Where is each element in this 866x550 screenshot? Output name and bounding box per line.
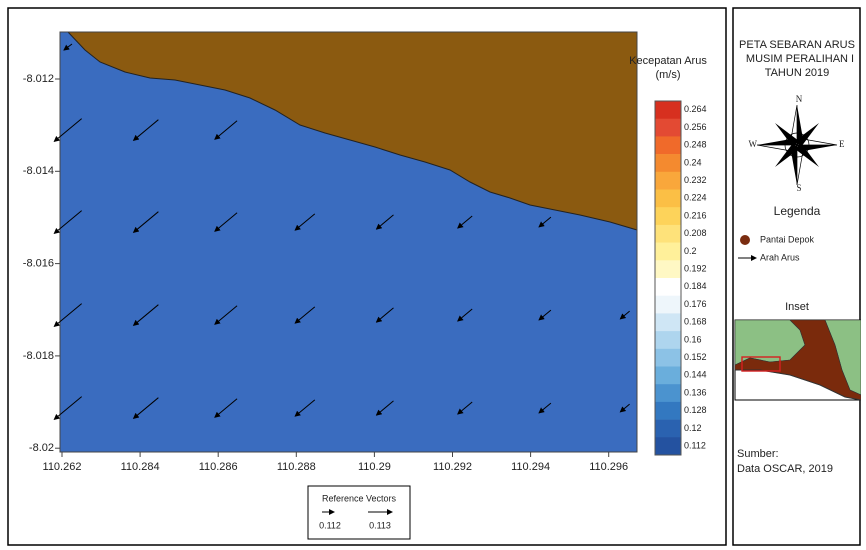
colorbar-swatch bbox=[655, 243, 681, 261]
colorbar-swatch bbox=[655, 296, 681, 314]
colorbar-label: 0.144 bbox=[684, 370, 707, 380]
map-title: MUSIM PERALIHAN I bbox=[746, 53, 854, 65]
colorbar-label: 0.184 bbox=[684, 281, 707, 291]
colorbar-label: 0.216 bbox=[684, 210, 707, 220]
colorbar-swatch bbox=[655, 384, 681, 402]
colorbar-label: 0.256 bbox=[684, 122, 707, 132]
compass: N S W E bbox=[749, 94, 846, 193]
colorbar-swatch bbox=[655, 313, 681, 331]
colorbar-label: 0.192 bbox=[684, 264, 707, 274]
colorbar-label: 0.12 bbox=[684, 423, 702, 433]
x-tick-label: 110.292 bbox=[433, 461, 472, 473]
colorbar-swatch bbox=[655, 172, 681, 190]
y-axis: -8.012 -8.014 -8.016 -8.018 -8.02 bbox=[23, 73, 60, 454]
y-tick-label: -8.018 bbox=[23, 350, 54, 362]
legend-symbol bbox=[740, 235, 750, 245]
colorbar-swatch bbox=[655, 278, 681, 296]
compass-label: E bbox=[839, 139, 845, 149]
colorbar-label: 0.16 bbox=[684, 334, 702, 344]
colorbar-label: 0.2 bbox=[684, 246, 697, 256]
x-tick-label: 110.284 bbox=[121, 461, 160, 473]
colorbar-swatch bbox=[655, 437, 681, 455]
source: Sumber: bbox=[737, 448, 779, 460]
colorbar-swatch bbox=[655, 101, 681, 119]
colorbar-swatch bbox=[655, 225, 681, 243]
colorbar-swatch bbox=[655, 119, 681, 137]
colorbar-label: 0.152 bbox=[684, 352, 707, 362]
colorbar-label: 0.224 bbox=[684, 193, 707, 203]
colorbar-swatch bbox=[655, 420, 681, 438]
map-title: PETA SEBARAN ARUS bbox=[739, 39, 855, 51]
colorbar-label: 0.136 bbox=[684, 387, 707, 397]
colorbar-label: 0.208 bbox=[684, 228, 707, 238]
compass-label: W bbox=[749, 139, 758, 149]
map-title: TAHUN 2019 bbox=[765, 67, 830, 79]
y-tick-label: -8.02 bbox=[29, 442, 54, 454]
x-tick-label: 110.288 bbox=[277, 461, 316, 473]
reference-label: 0.112 bbox=[319, 520, 341, 530]
x-tick-label: 110.296 bbox=[589, 461, 628, 473]
colorbar-swatch bbox=[655, 190, 681, 208]
inset-title: Inset bbox=[785, 301, 809, 313]
y-tick-label: -8.012 bbox=[23, 73, 54, 85]
colorbar-label: 0.248 bbox=[684, 140, 707, 150]
colorbar-swatch bbox=[655, 207, 681, 225]
colorbar-swatch bbox=[655, 331, 681, 349]
legend-item: Pantai Depok bbox=[760, 234, 815, 244]
reference-label: 0.113 bbox=[369, 520, 391, 530]
colorbar-label: 0.112 bbox=[684, 441, 706, 451]
y-tick-label: -8.016 bbox=[23, 258, 54, 270]
compass-label: N bbox=[796, 94, 803, 104]
colorbar-label: 0.128 bbox=[684, 405, 707, 415]
x-tick-label: 110.286 bbox=[199, 461, 238, 473]
source: Data OSCAR, 2019 bbox=[737, 463, 833, 475]
y-tick-label: -8.014 bbox=[23, 165, 54, 177]
x-tick-label: 110.262 bbox=[43, 461, 82, 473]
map-figure: 110.262 110.284 110.286 110.288 110.29 110.29… bbox=[0, 0, 866, 550]
colorbar-title: (m/s) bbox=[655, 69, 680, 81]
colorbar-label: 0.176 bbox=[684, 299, 707, 309]
colorbar-label: 0.168 bbox=[684, 317, 707, 327]
compass-label: S bbox=[796, 183, 801, 193]
page: {"map": { "x_axis_labels": ["110.262", "… bbox=[0, 0, 866, 550]
colorbar-swatch bbox=[655, 402, 681, 420]
reference-title: Reference Vectors bbox=[322, 493, 397, 503]
colorbar: 0.264 0.256 0.248 0.24 0.232 0.224 0.216 0.208 0… bbox=[655, 101, 707, 455]
colorbar-label: 0.24 bbox=[684, 157, 702, 167]
colorbar-title: Kecepatan Arus bbox=[629, 55, 707, 67]
colorbar-swatch bbox=[655, 154, 681, 172]
colorbar-swatch bbox=[655, 349, 681, 367]
legend-title: Legenda bbox=[774, 204, 821, 218]
colorbar-label: 0.264 bbox=[684, 104, 707, 114]
colorbar-swatch bbox=[655, 260, 681, 278]
inset-map bbox=[735, 320, 861, 400]
colorbar-swatch bbox=[655, 136, 681, 154]
legend-item: Arah Arus bbox=[760, 252, 800, 262]
colorbar-swatch bbox=[655, 367, 681, 385]
x-tick-label: 110.29 bbox=[358, 461, 391, 473]
x-tick-label: 110.294 bbox=[511, 461, 550, 473]
colorbar-label: 0.232 bbox=[684, 175, 707, 185]
x-axis: 110.262 110.284 110.286 110.288 110.29 110.29… bbox=[43, 452, 629, 473]
